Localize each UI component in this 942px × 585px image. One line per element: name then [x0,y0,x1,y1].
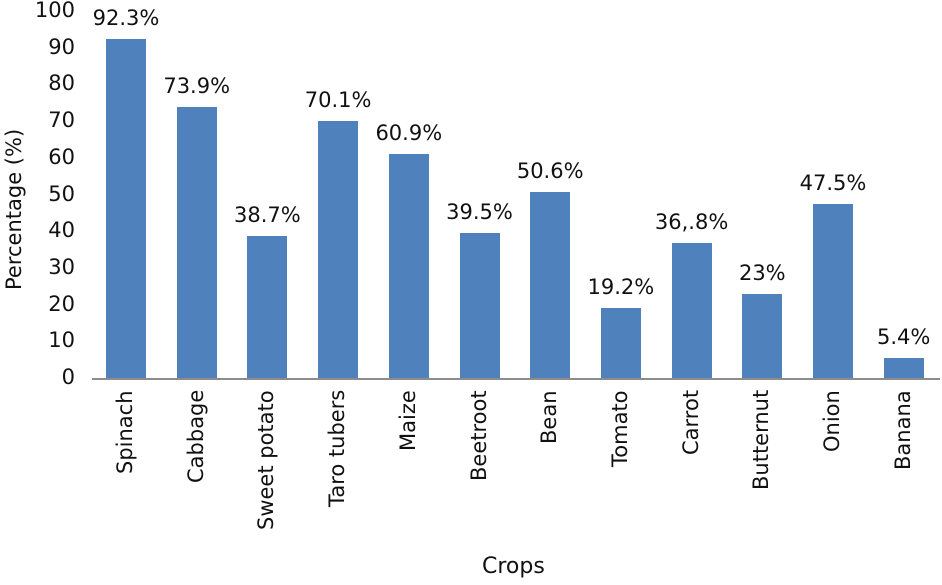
y-tick-label: 100 [34,0,75,22]
data-label: 23% [738,260,786,285]
y-tick-label: 20 [48,291,75,316]
data-label: 38.7% [234,202,301,227]
x-tick-label: Taro tubers [325,389,350,507]
x-tick-label: Carrot [678,389,703,455]
x-tick-label: Maize [395,390,420,451]
y-tick-label: 40 [48,218,75,243]
x-tick-label: Tomato [607,390,632,467]
x-tick-label: Banana [890,390,915,470]
data-label: 36,.8% [654,209,729,234]
y-tick-label: 50 [48,181,75,206]
data-label: 73.9% [163,73,231,98]
y-tick-label: 70 [48,108,75,133]
y-tick-label: 30 [48,254,75,279]
x-tick-label: Beetroot [466,390,491,481]
y-tick-label: 10 [48,328,75,353]
y-axis-title: Percentage (%) [2,128,26,290]
data-label: 50.6% [516,159,584,184]
data-label: 19.2% [587,274,655,299]
data-label: 5.4% [877,325,931,350]
data-label: 60.9% [375,121,443,146]
x-tick-label: Butternut [749,389,774,490]
x-axis-title: Crops [482,554,545,579]
x-tick-label: Bean [537,390,562,444]
bar-taro-tubers [318,120,359,378]
data-label: 47.5% [799,170,867,195]
x-tick-label: Onion [820,390,844,452]
x-tick-label: Cabbage [183,389,208,483]
bar-cabbage [176,106,217,378]
x-tick-label: Sweet potato [254,390,279,530]
x-axis-line [92,378,940,380]
data-label: 39.5% [446,200,513,225]
bar-maize [388,154,429,378]
bar-beetroot [459,233,500,378]
bar-carrot [671,242,712,378]
y-tick-label: 90 [48,34,75,59]
bar-sweet-potato [247,235,288,378]
x-tick-label: Spinach [113,390,137,474]
bar-tomato [600,307,641,378]
y-tick-label: 0 [61,365,75,389]
y-tick-label: 80 [48,71,75,96]
bar-onion [813,203,853,378]
bar-bean [530,192,571,378]
data-label: 92.3% [92,6,160,31]
data-label: 70.1% [304,87,372,112]
y-tick-label: 60 [48,144,75,169]
bar-spinach [106,39,146,378]
bar-butternut [742,293,783,378]
bar-banana [883,358,924,378]
